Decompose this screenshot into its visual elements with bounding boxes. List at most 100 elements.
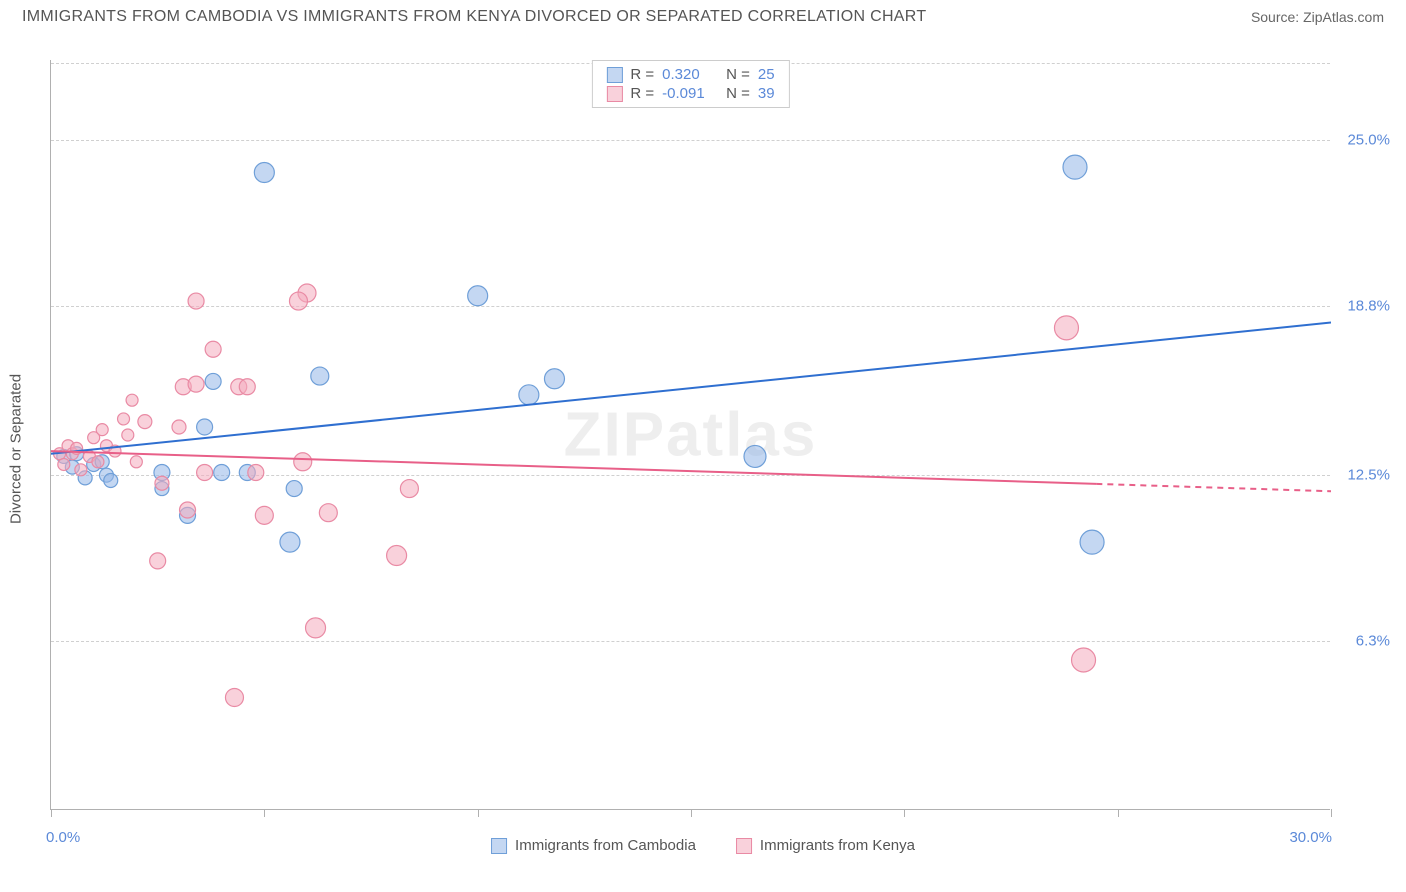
data-point: [400, 480, 418, 498]
x-tick: [691, 809, 692, 817]
n-label: N =: [726, 85, 750, 102]
data-point: [54, 448, 66, 460]
data-point: [126, 394, 138, 406]
data-point: [1072, 648, 1096, 672]
data-point: [95, 455, 109, 469]
scatter-svg: [51, 60, 1331, 810]
data-point: [239, 465, 255, 481]
stats-legend-row: R = 0.320 N = 25: [606, 65, 774, 84]
watermark: ZIPatlas: [564, 399, 818, 470]
data-point: [280, 532, 300, 552]
data-point: [57, 449, 71, 463]
data-point: [78, 471, 92, 485]
data-point: [248, 465, 264, 481]
gridline-h: [51, 140, 1330, 141]
data-point: [519, 385, 539, 405]
data-point: [254, 163, 274, 183]
data-point: [225, 689, 243, 707]
data-point: [65, 460, 79, 474]
stats-legend-row: R = -0.091 N = 39: [606, 84, 774, 103]
r-value: -0.091: [662, 85, 718, 102]
data-point: [118, 413, 130, 425]
x-tick: [478, 809, 479, 817]
x-axis-max-label: 30.0%: [1289, 829, 1332, 846]
data-point: [150, 553, 166, 569]
r-value: 0.320: [662, 66, 718, 83]
x-tick: [51, 809, 52, 817]
y-tick-label: 25.0%: [1347, 132, 1390, 149]
data-point: [155, 482, 169, 496]
x-tick: [264, 809, 265, 817]
trend-line: [51, 451, 1096, 484]
data-point: [66, 448, 78, 460]
n-value: 25: [758, 66, 775, 83]
stats-legend: R = 0.320 N = 25 R = -0.091 N = 39: [591, 60, 789, 108]
data-point: [87, 457, 101, 471]
data-point: [180, 502, 196, 518]
data-point: [109, 445, 121, 457]
series-legend-item: Immigrants from Kenya: [736, 837, 915, 854]
series-legend: Immigrants from Cambodia Immigrants from …: [491, 837, 915, 854]
data-point: [298, 284, 316, 302]
series-legend-label: Immigrants from Cambodia: [515, 837, 696, 854]
data-point: [172, 420, 186, 434]
data-point: [88, 432, 100, 444]
series-legend-item: Immigrants from Cambodia: [491, 837, 696, 854]
data-point: [175, 379, 191, 395]
data-point: [294, 453, 312, 471]
r-label: R =: [630, 85, 654, 102]
data-point: [100, 440, 112, 452]
data-point: [544, 369, 564, 389]
data-point: [75, 464, 87, 476]
data-point: [96, 424, 108, 436]
gridline-h: [51, 306, 1330, 307]
gridline-h: [51, 475, 1330, 476]
data-point: [387, 546, 407, 566]
x-tick: [1331, 809, 1332, 817]
chart-source: Source: ZipAtlas.com: [1251, 9, 1384, 25]
legend-swatch: [491, 838, 507, 854]
data-point: [154, 465, 170, 481]
data-point: [1080, 530, 1104, 554]
data-point: [92, 456, 104, 468]
data-point: [180, 507, 196, 523]
chart-header: IMMIGRANTS FROM CAMBODIA VS IMMIGRANTS F…: [0, 0, 1406, 30]
data-point: [286, 481, 302, 497]
data-point: [62, 440, 74, 452]
data-point: [71, 442, 83, 454]
y-tick-label: 12.5%: [1347, 467, 1390, 484]
y-axis-label: Divorced or Separated: [8, 374, 25, 524]
y-tick-label: 18.8%: [1347, 298, 1390, 315]
n-value: 39: [758, 85, 775, 102]
legend-swatch: [606, 67, 622, 83]
data-point: [130, 456, 142, 468]
data-point: [58, 458, 70, 470]
data-point: [122, 429, 134, 441]
data-point: [205, 373, 221, 389]
y-tick-label: 6.3%: [1356, 633, 1390, 650]
data-point: [744, 445, 766, 467]
n-label: N =: [726, 66, 750, 83]
data-point: [188, 376, 204, 392]
gridline-h: [51, 641, 1330, 642]
data-point: [155, 476, 169, 490]
data-point: [311, 367, 329, 385]
data-point: [205, 341, 221, 357]
data-point: [231, 379, 247, 395]
data-point: [197, 465, 213, 481]
data-point: [255, 506, 273, 524]
data-point: [1063, 155, 1087, 179]
r-label: R =: [630, 66, 654, 83]
plot-area: ZIPatlas R = 0.320 N = 25 R = -0.091 N =…: [50, 60, 1330, 810]
data-point: [138, 415, 152, 429]
x-tick: [904, 809, 905, 817]
data-point: [319, 504, 337, 522]
series-legend-label: Immigrants from Kenya: [760, 837, 915, 854]
data-point: [1054, 316, 1078, 340]
trend-line: [51, 323, 1331, 454]
chart-container: Divorced or Separated ZIPatlas R = 0.320…: [22, 38, 1384, 860]
trend-line-dashed: [1096, 484, 1331, 491]
data-point: [306, 618, 326, 638]
legend-swatch: [736, 838, 752, 854]
data-point: [70, 447, 84, 461]
